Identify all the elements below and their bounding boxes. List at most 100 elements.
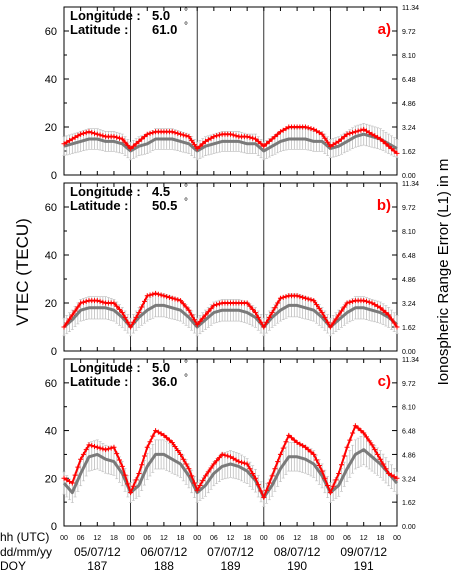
observed-point <box>361 298 367 304</box>
observed-point <box>180 301 186 307</box>
observed-point <box>283 439 289 445</box>
observed-point <box>363 434 369 440</box>
observed-point <box>169 440 175 445</box>
observed-point <box>111 134 117 140</box>
observed-point <box>141 298 147 304</box>
observed-point <box>252 310 258 316</box>
observed-point <box>377 136 383 142</box>
observed-point <box>250 135 256 141</box>
observed-point <box>72 308 78 314</box>
longitude-value: 4.5 <box>152 184 170 199</box>
observed-point <box>200 478 206 484</box>
observed-point <box>339 308 344 314</box>
observed-point <box>164 294 170 300</box>
observed-point <box>214 458 220 464</box>
observed-point <box>144 293 150 299</box>
observed-point <box>130 483 136 489</box>
hour-tick-label: 18 <box>243 535 251 542</box>
observed-point <box>97 132 103 138</box>
left-axis-title: VTEC (TECU) <box>13 218 32 326</box>
latitude-degree: ° <box>184 373 188 384</box>
model-series-line <box>63 303 398 329</box>
observed-point <box>322 475 328 481</box>
observed-point <box>166 294 172 300</box>
observed-point <box>67 316 73 322</box>
hour-tick-label: 06 <box>277 535 285 542</box>
latitude-value: 61.0 <box>152 22 177 37</box>
right-tick-label: 0.00 <box>402 173 416 180</box>
hour-tick-label: 12 <box>160 535 168 542</box>
observed-point <box>308 297 314 303</box>
date-label: 06/07/12 <box>141 545 188 559</box>
observed-point <box>380 461 386 467</box>
observed-point <box>144 444 150 450</box>
observed-point <box>319 131 325 137</box>
longitude-label: Longitude : <box>70 184 141 199</box>
observed-point <box>203 312 209 318</box>
observed-point <box>141 134 147 140</box>
observed-point <box>86 129 92 135</box>
hour-tick-label: 06 <box>210 535 218 542</box>
hour-tick-label-final: 00 <box>393 535 401 542</box>
observed-point <box>164 435 170 441</box>
observed-point <box>330 320 336 326</box>
observed-point <box>330 483 336 489</box>
observed-point <box>203 138 209 144</box>
observed-point <box>261 494 267 500</box>
observed-point <box>375 451 381 457</box>
observed-point <box>244 461 250 467</box>
right-tick-label: 8.10 <box>402 53 416 60</box>
observed-point <box>341 134 347 140</box>
hour-tick-label: 18 <box>177 535 185 542</box>
observed-point <box>294 293 300 299</box>
observed-point <box>366 130 372 136</box>
observed-point <box>272 466 278 472</box>
left-tick-label: 20 <box>45 473 57 485</box>
observed-point <box>347 130 353 136</box>
observed-point <box>252 475 258 481</box>
observed-point <box>211 134 217 140</box>
hour-tick-label: 00 <box>193 535 201 542</box>
observed-point <box>272 305 278 311</box>
observed-point <box>161 432 167 438</box>
right-tick-label: 11.34 <box>402 181 419 188</box>
observed-point <box>316 306 322 312</box>
observed-point <box>197 143 203 149</box>
observed-point <box>380 138 386 144</box>
longitude-value: 5.0 <box>152 360 170 375</box>
observed-point <box>341 304 347 310</box>
observed-point <box>252 136 258 142</box>
observed-point <box>89 130 95 136</box>
observed-point <box>178 131 184 137</box>
observed-point <box>117 135 122 141</box>
observed-point <box>255 138 261 144</box>
observed-point <box>67 478 73 484</box>
observed-point <box>64 320 70 326</box>
observed-point <box>325 482 331 488</box>
right-tick-label: 1.62 <box>402 325 416 332</box>
observed-point <box>194 322 200 328</box>
observed-point <box>69 312 75 318</box>
observed-point <box>114 134 120 140</box>
hour-tick-label: 12 <box>227 535 235 542</box>
observed-point <box>339 462 344 468</box>
observed-point <box>191 142 197 148</box>
right-tick-label: 11.34 <box>402 357 419 364</box>
observed-point <box>261 324 267 330</box>
panel-b: 0 20 40 60 0.00 1.62 3.24 4.86 6.48 8.10 9.72 11.34… <box>45 181 419 358</box>
observed-point <box>375 303 381 309</box>
right-tick-label: 1.62 <box>402 149 416 156</box>
observed-point <box>61 324 67 330</box>
observed-point <box>169 295 175 301</box>
right-tick-label: 3.24 <box>402 476 416 483</box>
observed-point <box>169 129 175 135</box>
observed-point <box>75 464 81 470</box>
observed-point <box>155 429 161 435</box>
right-tick-label: 11.34 <box>402 5 419 12</box>
date-label: 08/07/12 <box>274 545 321 559</box>
observed-point <box>230 455 236 461</box>
observed-point <box>241 460 247 466</box>
observed-point <box>125 142 131 148</box>
observed-point <box>153 428 159 434</box>
left-tick-label: 20 <box>45 122 57 134</box>
